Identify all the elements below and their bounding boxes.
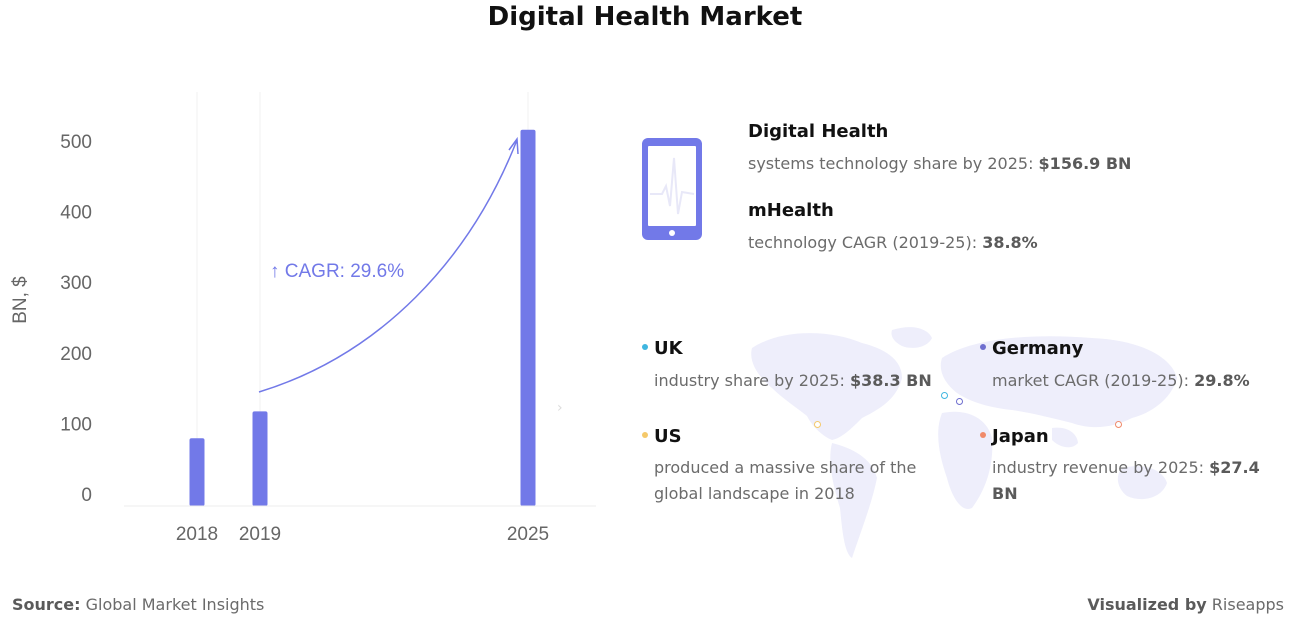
- germany-text: market CAGR (2019-25): 29.8%: [992, 371, 1250, 390]
- cagr-arrow-head: [508, 136, 519, 155]
- us-text: produced a massive share of the global la…: [654, 458, 917, 503]
- cagr-arrow: [258, 139, 518, 393]
- y-tick-label: 300: [60, 273, 92, 294]
- us-dot-icon: [642, 432, 648, 438]
- bar-2018: [189, 438, 205, 506]
- chevron-right-icon: ›: [557, 400, 563, 416]
- x-tick-label: 2019: [239, 524, 281, 545]
- y-axis-label: BN, $: [10, 276, 31, 324]
- us-map-marker: [814, 421, 821, 428]
- mhealth-text: technology CAGR (2019-25): 38.8%: [748, 233, 1038, 252]
- visualized-by-credit: Visualized by Riseapps: [1087, 595, 1284, 614]
- cagr-annotation: ↑ CAGR: 29.6%: [270, 261, 404, 282]
- us-title: US: [654, 426, 682, 447]
- japan-title: Japan: [992, 426, 1049, 447]
- germany-dot-icon: [980, 344, 986, 350]
- uk-text: industry share by 2025: $38.3 BN: [654, 371, 932, 390]
- japan-text: industry revenue by 2025: $27.4 BN: [992, 458, 1260, 503]
- smartphone-heartbeat-icon: [642, 138, 702, 240]
- germany-title: Germany: [992, 338, 1084, 359]
- bar-chart: 0 100 200 300 400 500 2018 2019 2025 BN, $ ↑ CA…: [10, 92, 596, 545]
- x-tick-label: 2018: [176, 524, 218, 545]
- uk-dot-icon: [642, 344, 648, 350]
- world-map: [751, 327, 1177, 558]
- source-credit: Source: Global Market Insights: [12, 595, 265, 614]
- y-tick-label: 400: [60, 203, 92, 224]
- uk-map-marker: [941, 392, 948, 399]
- x-tick-label: 2025: [507, 524, 549, 545]
- bar-2019: [252, 411, 268, 506]
- bar-2025: [520, 129, 536, 507]
- digital-health-text: systems technology share by 2025: $156.9…: [748, 154, 1132, 173]
- y-tick-label: 0: [81, 485, 92, 506]
- japan-dot-icon: [980, 432, 986, 438]
- y-tick-label: 500: [60, 132, 92, 153]
- y-tick-label: 100: [60, 414, 92, 435]
- germany-map-marker: [956, 398, 963, 405]
- chart-title: Digital Health Market: [487, 2, 803, 32]
- y-tick-label: 200: [60, 344, 92, 365]
- digital-health-title: Digital Health: [748, 121, 889, 142]
- uk-title: UK: [654, 338, 683, 359]
- japan-map-marker: [1115, 421, 1122, 428]
- mhealth-title: mHealth: [748, 200, 834, 221]
